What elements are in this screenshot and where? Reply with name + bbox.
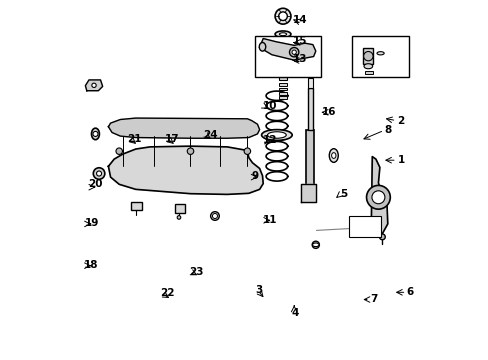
Ellipse shape: [275, 31, 290, 37]
Circle shape: [289, 48, 298, 57]
Ellipse shape: [91, 128, 99, 140]
Circle shape: [116, 148, 122, 154]
Text: 21: 21: [127, 134, 142, 144]
Bar: [254, 36, 320, 77]
Bar: [307, 78, 313, 88]
Circle shape: [92, 83, 96, 87]
Ellipse shape: [331, 153, 335, 158]
Text: 22: 22: [160, 288, 174, 298]
Bar: [131, 202, 142, 210]
Circle shape: [291, 50, 296, 54]
Bar: [278, 74, 286, 76]
Bar: [279, 83, 286, 86]
Text: 15: 15: [292, 36, 307, 46]
Bar: [279, 92, 286, 95]
Circle shape: [244, 148, 250, 154]
Circle shape: [281, 47, 284, 50]
Circle shape: [278, 12, 287, 21]
Text: 7: 7: [369, 294, 377, 304]
Text: 18: 18: [84, 260, 99, 270]
Text: 10: 10: [262, 101, 276, 111]
Circle shape: [177, 216, 181, 219]
Text: 16: 16: [321, 107, 336, 117]
Ellipse shape: [261, 130, 292, 140]
Ellipse shape: [278, 50, 287, 54]
Polygon shape: [259, 39, 315, 60]
Polygon shape: [108, 118, 259, 138]
Bar: [174, 204, 185, 213]
Text: 14: 14: [292, 15, 307, 25]
Circle shape: [366, 185, 389, 209]
Ellipse shape: [259, 42, 265, 51]
Text: 11: 11: [262, 215, 276, 225]
Polygon shape: [85, 80, 102, 91]
Bar: [279, 67, 286, 69]
Circle shape: [212, 213, 217, 219]
Polygon shape: [108, 146, 263, 194]
Ellipse shape: [267, 132, 285, 138]
Text: 8: 8: [384, 125, 391, 135]
Circle shape: [187, 148, 193, 154]
Text: 9: 9: [251, 171, 258, 181]
Circle shape: [371, 191, 384, 204]
Polygon shape: [301, 184, 316, 202]
Ellipse shape: [210, 212, 219, 220]
Ellipse shape: [376, 52, 384, 55]
Bar: [352, 36, 408, 77]
Bar: [278, 77, 287, 80]
Text: 5: 5: [339, 189, 346, 199]
Text: 12: 12: [262, 135, 276, 145]
Bar: [279, 70, 286, 73]
Bar: [307, 88, 312, 130]
Text: 20: 20: [88, 179, 102, 189]
Circle shape: [93, 168, 104, 179]
Ellipse shape: [328, 149, 338, 162]
Text: 4: 4: [291, 308, 298, 318]
Ellipse shape: [363, 64, 372, 69]
Text: 1: 1: [397, 155, 404, 165]
Circle shape: [96, 171, 102, 176]
Circle shape: [311, 241, 319, 248]
Text: 6: 6: [406, 287, 413, 297]
Bar: [279, 87, 286, 90]
Bar: [365, 71, 372, 74]
Text: 3: 3: [255, 285, 262, 295]
Ellipse shape: [279, 33, 286, 36]
Bar: [348, 216, 380, 237]
Circle shape: [275, 8, 290, 24]
Bar: [279, 96, 286, 99]
Bar: [306, 130, 314, 202]
Ellipse shape: [272, 47, 293, 57]
Bar: [363, 48, 373, 64]
Text: 23: 23: [188, 267, 203, 277]
Circle shape: [288, 50, 292, 54]
Circle shape: [281, 54, 284, 58]
Circle shape: [363, 51, 372, 61]
Circle shape: [273, 50, 276, 54]
Circle shape: [93, 131, 98, 136]
Text: 17: 17: [165, 134, 180, 144]
Bar: [279, 63, 286, 66]
Text: 2: 2: [397, 116, 404, 126]
Ellipse shape: [312, 243, 318, 247]
Text: 13: 13: [292, 54, 307, 64]
Polygon shape: [370, 157, 387, 237]
Text: 19: 19: [84, 218, 99, 228]
Text: 24: 24: [203, 130, 217, 140]
Circle shape: [379, 234, 385, 240]
